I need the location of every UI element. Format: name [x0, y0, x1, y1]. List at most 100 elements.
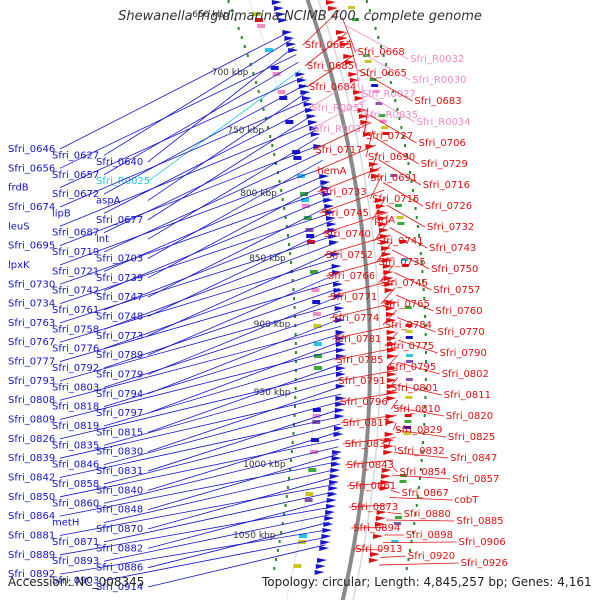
reverse-strand-feature: [315, 564, 326, 569]
reverse-strand-feature: [332, 450, 343, 455]
forward-strand-feature: [373, 534, 384, 539]
cog-category-box: [348, 6, 356, 9]
ruler-label: 900 kbp: [254, 320, 291, 330]
left-leader-line: [147, 386, 342, 453]
right-gene-label: Sfri_0796: [341, 397, 388, 408]
ruler-tick: [294, 333, 297, 336]
ruler-tick: [293, 306, 296, 309]
right-gene-label: Sfri_R0035: [364, 110, 418, 121]
left-leader-line: [59, 235, 335, 324]
reverse-strand-feature: [326, 222, 337, 227]
right-leader-line: [306, 54, 355, 88]
ruler-tick: [422, 288, 425, 291]
reverse-strand-feature: [322, 192, 333, 197]
ruler-tick: [292, 288, 295, 291]
ruler-tick: [398, 117, 401, 120]
left-gene-label: Sfri_0646: [8, 144, 55, 155]
right-leader-line: [348, 504, 389, 508]
right-leader-line: [392, 422, 397, 431]
ruler-tick: [419, 252, 422, 255]
right-gene-label: Sfri_0752: [326, 250, 373, 261]
cog-category-box: [396, 216, 404, 219]
reverse-strand-feature: [319, 174, 330, 179]
right-leader-line: [367, 152, 379, 179]
cog-category-box: [293, 564, 302, 568]
reverse-strand-feature: [334, 306, 345, 311]
ruler-tick: [425, 360, 427, 363]
reverse-strand-feature: [302, 96, 313, 101]
left-leader-line: [59, 484, 335, 536]
right-gene-label: Sfri_0745: [322, 208, 369, 219]
ruler-label: 1000 kbp: [243, 460, 286, 470]
left-leader-line: [103, 310, 341, 388]
left-leader-line: [147, 91, 308, 201]
ruler-tick: [294, 369, 297, 372]
ruler-tick: [278, 180, 281, 183]
ruler-tick: [291, 279, 294, 282]
forward-strand-feature: [375, 204, 386, 209]
cog-category-box: [277, 90, 286, 94]
ruler-tick: [234, 18, 237, 21]
left-gene-label: Sfri_0858: [52, 479, 99, 490]
right-leader-line: [369, 174, 383, 200]
left-gene-label: Sfri_0846: [52, 460, 99, 471]
ruler-tick: [273, 567, 276, 570]
ruler-tick: [374, 27, 377, 30]
right-gene-label: Sfri_0733: [320, 187, 367, 198]
forward-strand-feature: [381, 252, 392, 257]
cog-category-box: [390, 174, 398, 177]
left-gene-label: Sfri_0830: [96, 447, 143, 458]
reverse-strand-feature: [274, 6, 285, 11]
forward-strand-feature: [358, 114, 369, 119]
ruler-tick: [293, 315, 296, 318]
right-leader-line: [371, 197, 386, 221]
reverse-strand-feature: [330, 462, 341, 467]
right-gene-label: Sfri_0775: [387, 341, 434, 352]
left-gene-label: Sfri_0747: [96, 292, 143, 303]
reverse-strand-feature: [322, 528, 333, 533]
forward-strand-feature: [378, 228, 389, 233]
right-leader-line: [351, 527, 386, 529]
left-gene-label: Sfri_0803: [52, 382, 99, 393]
cog-category-box: [391, 540, 399, 543]
left-gene-label: Sfri_0848: [96, 505, 143, 516]
cog-category-box: [285, 120, 294, 124]
right-leader-line: [317, 167, 381, 193]
right-leader-line: [394, 272, 432, 291]
ruler-tick: [424, 324, 427, 327]
forward-strand-feature: [368, 558, 379, 563]
cog-category-box: [313, 366, 322, 370]
right-gene-label: Sfri_0820: [446, 411, 493, 422]
right-gene-label: Sfri_0774: [332, 313, 379, 324]
left-leader-line: [103, 378, 342, 446]
reverse-strand-feature: [333, 432, 344, 437]
left-leader-line: [103, 401, 342, 466]
right-leader-line: [389, 497, 453, 501]
right-gene-label: Sfri_0926: [461, 558, 508, 569]
left-gene-label: Sfri_0739: [96, 273, 143, 284]
cog-category-box: [401, 258, 409, 261]
right-gene-label: Sfri_R0027: [362, 89, 416, 100]
right-gene-label: prfA: [374, 215, 395, 226]
reverse-strand-feature: [317, 558, 328, 563]
left-gene-label: Sfri_0792: [52, 363, 99, 374]
forward-strand-feature: [385, 420, 396, 425]
cog-category-box: [379, 120, 387, 123]
right-leader-line: [338, 392, 398, 403]
forward-strand-feature: [371, 174, 382, 179]
ruler-tick: [407, 558, 410, 561]
right-gene-label: Sfri_0757: [433, 285, 480, 296]
cog-category-box: [302, 204, 310, 208]
right-gene-label: Sfri_0785: [336, 355, 383, 366]
ruler-tick: [418, 477, 421, 480]
left-gene-label: lipB: [52, 208, 71, 219]
right-leader-line: [395, 294, 434, 312]
right-gene-label: Sfri_0829: [395, 425, 442, 436]
ruler-label: 750 kbp: [227, 126, 264, 136]
left-gene-label: Sfri_0835: [52, 440, 99, 451]
cog-category-box: [405, 354, 413, 357]
right-leader-line: [332, 324, 398, 340]
right-gene-label: Sfri_0920: [408, 551, 455, 562]
left-leader-line: [59, 529, 329, 575]
forward-strand-feature: [383, 444, 394, 449]
